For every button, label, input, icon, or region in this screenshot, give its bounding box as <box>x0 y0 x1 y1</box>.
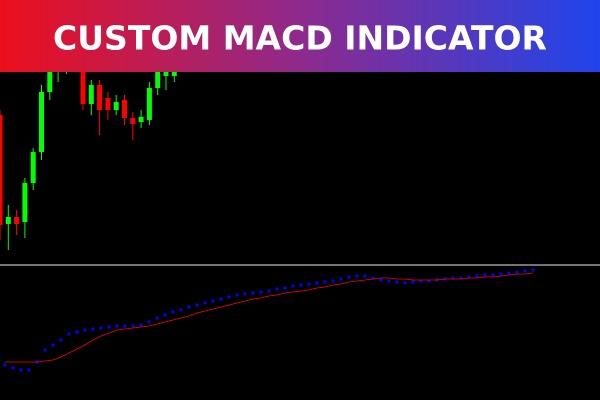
candle-body <box>138 117 144 122</box>
indicator-dot <box>291 284 295 288</box>
candle-body <box>39 92 44 152</box>
candle-body <box>14 217 20 224</box>
indicator-dot <box>203 301 207 305</box>
indicator-dot <box>299 283 303 287</box>
indicator-dot <box>283 286 287 290</box>
title: CUSTOM MACD INDICATOR <box>53 19 547 58</box>
candle-body <box>88 85 94 104</box>
indicator-dot <box>67 332 71 336</box>
candle-body <box>171 72 177 76</box>
indicator-dot <box>467 275 471 279</box>
indicator-dot <box>227 295 231 299</box>
indicator-dot <box>459 276 463 280</box>
indicator-dot <box>155 316 159 320</box>
indicator-dot <box>59 338 63 342</box>
indicator-dot <box>515 270 519 274</box>
indicator-dot <box>531 268 535 272</box>
indicator-dot <box>27 368 31 372</box>
indicator-dot <box>235 293 239 297</box>
indicator-dot <box>251 291 255 295</box>
indicator-dot <box>107 325 111 329</box>
indicator-dot <box>267 289 271 293</box>
indicator-dot <box>523 269 527 273</box>
indicator-dot <box>219 297 223 301</box>
candle-body <box>163 72 169 76</box>
indicator-dot <box>387 279 391 283</box>
indicator-dot <box>43 348 47 352</box>
indicator-dot <box>83 328 87 332</box>
indicator-dot <box>11 366 15 370</box>
candle-body <box>122 100 127 118</box>
indicator-dot <box>307 282 311 286</box>
indicator-dot <box>3 363 7 367</box>
indicator-dot <box>91 327 95 331</box>
indicator-dot <box>411 280 415 284</box>
indicator-dot <box>171 310 175 314</box>
indicator-dot <box>395 280 399 284</box>
indicator-dot <box>75 330 79 334</box>
indicator-dot <box>499 272 503 276</box>
indicator-dot <box>195 303 199 307</box>
indicator-dot <box>115 324 119 328</box>
indicator-dot <box>363 274 367 278</box>
indicator-dot <box>347 275 351 279</box>
indicator-dot <box>315 281 319 285</box>
indicator-dot <box>179 308 183 312</box>
indicator-dot <box>19 368 23 372</box>
indicator-dot <box>187 305 191 309</box>
indicator-dot <box>131 324 135 328</box>
indicator-dot <box>275 287 279 291</box>
indicator-dot <box>139 323 143 327</box>
indicator-dot <box>419 279 423 283</box>
candle-body <box>97 85 103 110</box>
candle-body <box>47 70 53 92</box>
title-banner <box>0 0 600 72</box>
indicator-dot <box>243 292 247 296</box>
indicator-dot <box>379 278 383 282</box>
candle-body <box>80 72 86 104</box>
indicator-dot <box>323 280 327 284</box>
indicator-dot <box>507 271 511 275</box>
indicator-dot <box>483 273 487 277</box>
candle-body <box>113 102 119 110</box>
indicator-dot <box>355 274 359 278</box>
signal-line <box>5 272 534 363</box>
candle-body <box>30 152 36 183</box>
indicator-dot <box>339 277 343 281</box>
indicator-panel <box>3 268 535 372</box>
indicator-dot <box>331 279 335 283</box>
indicator-dot <box>259 290 263 294</box>
indicator-dot <box>99 326 103 330</box>
candle-body <box>0 115 3 225</box>
candle-body <box>22 183 28 222</box>
candle-body <box>155 72 161 88</box>
indicator-dot <box>123 324 127 328</box>
indicator-dot <box>51 343 55 347</box>
candle-body <box>130 118 136 124</box>
indicator-dot <box>475 274 479 278</box>
indicator-dot <box>403 281 407 285</box>
indicator-dot <box>371 276 375 280</box>
candle-body <box>105 98 111 110</box>
indicator-dot <box>147 320 151 324</box>
indicator-dot <box>451 276 455 280</box>
indicator-dot <box>427 279 431 283</box>
candle-body <box>146 88 152 120</box>
indicator-dot <box>163 313 167 317</box>
indicator-dot <box>211 299 215 303</box>
indicator-dot <box>491 273 495 277</box>
candle-body <box>5 217 11 224</box>
